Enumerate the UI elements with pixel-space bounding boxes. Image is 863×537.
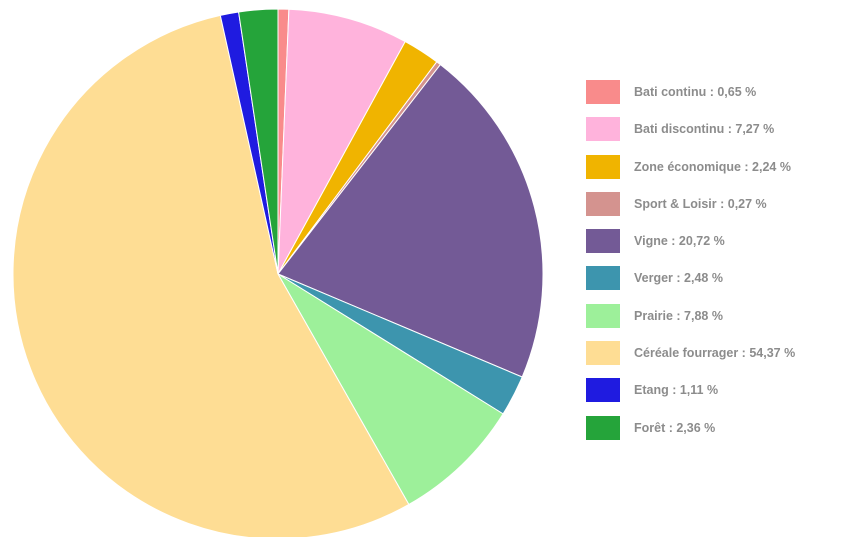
legend-swatch-3	[586, 191, 620, 216]
legend-swatch-5	[586, 266, 620, 291]
legend-label-4: Vigne : 20,72 %	[634, 234, 725, 249]
legend-label-5: Verger : 2,48 %	[634, 271, 723, 286]
legend-item-4: Vigne : 20,72 %	[586, 229, 861, 254]
pie-slice-1	[277, 8, 406, 275]
pie-slices	[12, 8, 544, 537]
legend-swatch-9	[586, 415, 620, 440]
legend-item-5: Verger : 2,48 %	[586, 266, 861, 291]
legend-label-8: Etang : 1,11 %	[634, 383, 719, 398]
legend-label-7: Céréale fourrager : 54,37 %	[634, 346, 796, 361]
legend-item-0: Bati continu : 0,65 %	[586, 80, 861, 104]
legend-item-6: Prairie : 7,88 %	[586, 303, 861, 328]
pie-slice-7	[12, 14, 410, 537]
legend-item-2: Zone économique : 2,24 %	[586, 154, 861, 179]
legend-swatch-2	[586, 154, 620, 179]
pie-chart	[12, 8, 544, 537]
legend-swatch-7	[586, 341, 620, 366]
pie-slice-4	[277, 63, 544, 378]
legend-item-7: Céréale fourrager : 54,37 %	[586, 341, 861, 366]
legend-swatch-0	[586, 80, 620, 104]
legend-label-9: Forêt : 2,36 %	[634, 420, 716, 435]
legend-swatch-1	[586, 117, 620, 142]
legend-item-3: Sport & Loisir : 0,27 %	[586, 191, 861, 216]
legend-item-1: Bati discontinu : 7,27 %	[586, 117, 861, 142]
legend-label-1: Bati discontinu : 7,27 %	[634, 122, 775, 137]
legend-item-9: Forêt : 2,36 %	[586, 415, 861, 440]
pie-slice-6	[277, 273, 504, 506]
legend-item-8: Etang : 1,11 %	[586, 378, 861, 403]
legend-swatch-6	[586, 303, 620, 328]
legend: Bati continu : 0,65 % Bati discontinu : 7…	[586, 80, 861, 453]
legend-swatch-8	[586, 378, 620, 403]
legend-swatch-4	[586, 229, 620, 254]
legend-label-6: Prairie : 7,88 %	[634, 308, 723, 323]
legend-label-0: Bati continu : 0,65 %	[634, 85, 757, 99]
legend-label-2: Zone économique : 2,24 %	[634, 159, 791, 174]
pie-slice-9	[238, 8, 279, 275]
legend-label-3: Sport & Loisir : 0,27 %	[634, 196, 767, 211]
